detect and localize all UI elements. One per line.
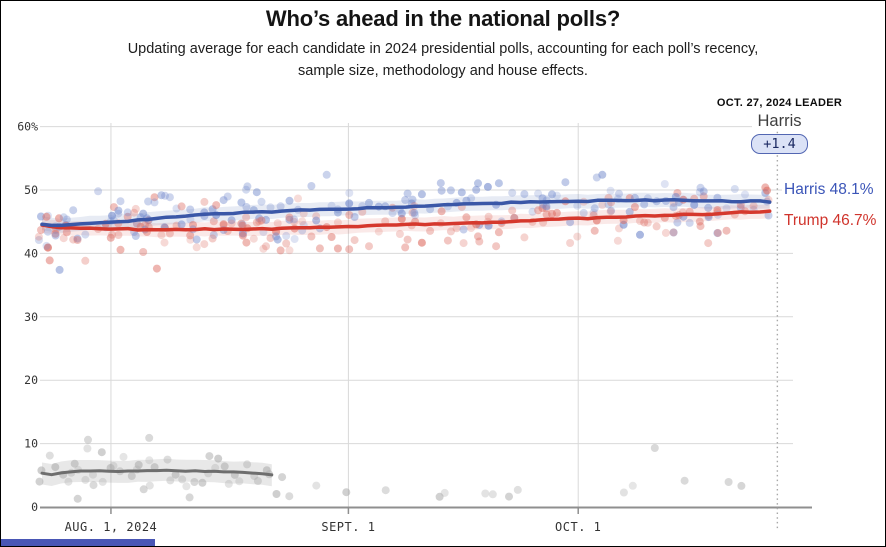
- x-tick-label: OCT. 1: [555, 520, 601, 534]
- y-tick-label: 30: [24, 310, 38, 324]
- footer-accent-bar: [1, 539, 155, 546]
- trump-line: [40, 209, 772, 232]
- x-tick-label: SEPT. 1: [321, 520, 375, 534]
- page-subtitle: Updating average for each candidate in 2…: [127, 41, 759, 79]
- x-tick-label: AUG. 1, 2024: [65, 520, 158, 534]
- y-tick-label: 0: [31, 500, 38, 514]
- leader-callout: OCT. 27, 2024 LEADER Harris +1.4: [657, 93, 886, 154]
- trump-end-label: Trump 46.7%: [782, 212, 879, 230]
- leader-date-label: OCT. 27, 2024 LEADER: [713, 97, 846, 109]
- average-lines: [40, 198, 772, 477]
- gridlines: [40, 123, 793, 507]
- leader-margin-badge: +1.4: [751, 134, 808, 154]
- x-axis: [40, 506, 812, 514]
- axis-labels: 60% 50 40 30 20 10 0 AUG. 1, 2024 SEPT. 1 OCT. 1: [17, 120, 601, 534]
- y-tick-label: 60%: [17, 120, 38, 134]
- y-tick-label: 40: [24, 246, 38, 260]
- harris-end-label: Harris 48.1%: [782, 181, 876, 199]
- y-tick-label: 10: [24, 437, 38, 451]
- harris-line: [40, 198, 772, 228]
- kennedy-line: [40, 468, 274, 477]
- y-tick-label: 50: [24, 183, 38, 197]
- leader-name: Harris: [751, 112, 808, 131]
- y-tick-label: 20: [24, 373, 38, 387]
- page-title: Who’s ahead in the national polls?: [265, 6, 621, 31]
